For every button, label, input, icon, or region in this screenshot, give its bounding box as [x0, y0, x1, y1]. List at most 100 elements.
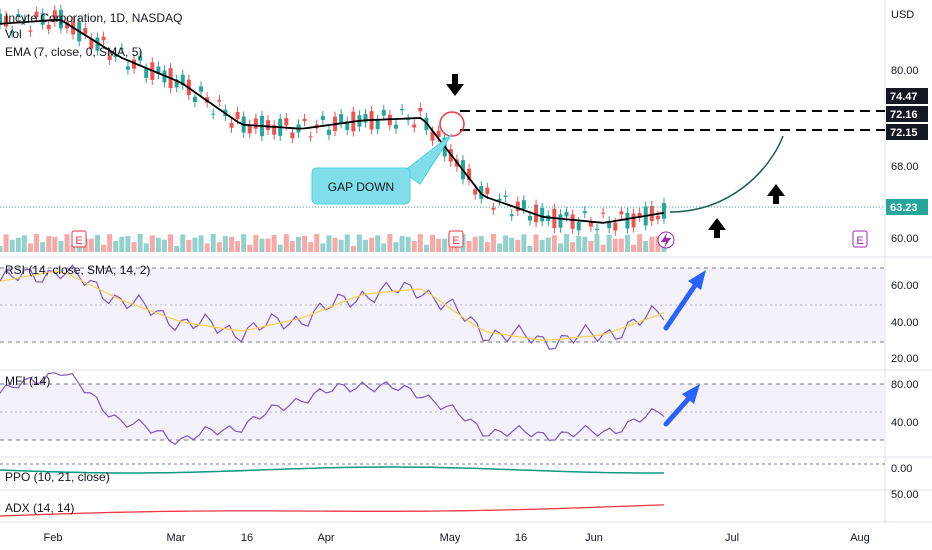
candle [576, 221, 581, 231]
lightning-icon[interactable] [657, 231, 675, 249]
volume-bar [588, 240, 594, 252]
candle [235, 111, 240, 120]
volume-bar [125, 236, 131, 252]
candle [564, 212, 569, 217]
x-tick: Aug [850, 532, 870, 544]
x-tick: Feb [44, 532, 63, 544]
gap-circle[interactable] [439, 111, 465, 137]
mfi-line [0, 372, 665, 445]
candle [192, 96, 197, 103]
candle [558, 214, 563, 228]
adx-line [0, 504, 665, 517]
candle [613, 222, 618, 231]
blue-up-arrow-icon[interactable] [663, 384, 700, 427]
y-tick: 68.00 [891, 161, 919, 173]
volume-bar [174, 245, 180, 252]
volume-bar [302, 236, 308, 252]
volume-bar [582, 236, 588, 252]
candle [582, 211, 587, 214]
black-up-arrow-icon[interactable] [767, 184, 785, 204]
volume-bar [539, 239, 545, 252]
candle [284, 118, 289, 126]
volume-bar [137, 234, 143, 252]
volume-bar [46, 236, 52, 252]
candle [412, 124, 417, 128]
blue-up-arrow-icon[interactable] [663, 270, 706, 331]
volume-bar [259, 238, 265, 252]
candle [363, 114, 368, 123]
volume-bar [119, 236, 125, 252]
volume-bar [271, 234, 277, 252]
candle [345, 121, 350, 131]
volume-bar [326, 235, 332, 252]
volume-bar [3, 234, 9, 252]
volume-bar [363, 239, 369, 252]
svg-text:74.47: 74.47 [890, 91, 918, 103]
volume-bar [192, 237, 198, 252]
candle [156, 66, 161, 75]
candle [0, 13, 2, 24]
x-tick: Mar [167, 532, 186, 544]
candle [253, 118, 258, 129]
volume-bar [107, 234, 113, 252]
volume-bar [637, 234, 643, 252]
candle [326, 129, 331, 136]
candle [631, 213, 636, 228]
candle [95, 37, 100, 51]
y-tick: 0.00 [891, 463, 912, 475]
candle [217, 100, 222, 102]
candle [436, 130, 441, 138]
vol-label: Vol [5, 27, 22, 41]
volume-bar [338, 239, 344, 252]
earnings-marker[interactable]: E [448, 230, 464, 248]
volume-bar [478, 236, 484, 252]
x-tick: Jul [725, 532, 739, 544]
candle [649, 206, 654, 222]
candle [594, 228, 599, 230]
x-tick: Jun [585, 532, 603, 544]
earnings-marker[interactable]: E [852, 230, 868, 248]
svg-text:63.23: 63.23 [890, 202, 918, 214]
price-tag: 74.47 [886, 88, 928, 104]
candle [138, 55, 143, 61]
candle [375, 119, 380, 130]
volume-bar [399, 236, 405, 252]
candle [527, 215, 532, 221]
candle [247, 124, 252, 134]
ema-line [0, 18, 665, 224]
candle [430, 131, 435, 141]
candle [619, 211, 624, 215]
black-up-arrow-icon[interactable] [708, 218, 726, 238]
earnings-marker[interactable]: E [71, 230, 87, 248]
black-down-arrow-icon[interactable] [446, 74, 464, 96]
volume-bar [375, 235, 381, 252]
ppo-label: PPO (10, 21, close) [5, 470, 110, 484]
mfi-band [0, 384, 885, 440]
candle [467, 168, 472, 181]
volume-bar [52, 236, 58, 252]
volume-bar [180, 234, 186, 252]
candle [211, 113, 216, 115]
candle [28, 30, 33, 32]
volume-bar [497, 243, 503, 252]
candle [662, 203, 666, 219]
volume-bar [381, 243, 387, 252]
volume-bar [436, 238, 442, 252]
x-axis: Feb Mar 16 Apr May 16 Jun Jul Aug [44, 532, 870, 544]
gap-down-callout[interactable]: GAP DOWN [311, 133, 453, 205]
volume-bar [515, 239, 521, 252]
projection-curve[interactable] [669, 135, 784, 213]
x-tick: 16 [515, 532, 527, 544]
volume-bar [411, 240, 417, 252]
candle [174, 79, 179, 88]
candle [497, 198, 502, 201]
candle [534, 204, 539, 223]
volume-bar [155, 237, 161, 252]
candle [65, 22, 70, 29]
ema-label: EMA (7, close, 0, SMA, 5) [5, 45, 142, 59]
volume-bar [101, 244, 107, 252]
x-tick: 16 [241, 532, 253, 544]
volume-bar [649, 236, 655, 252]
y-tick: 60.00 [891, 233, 919, 245]
